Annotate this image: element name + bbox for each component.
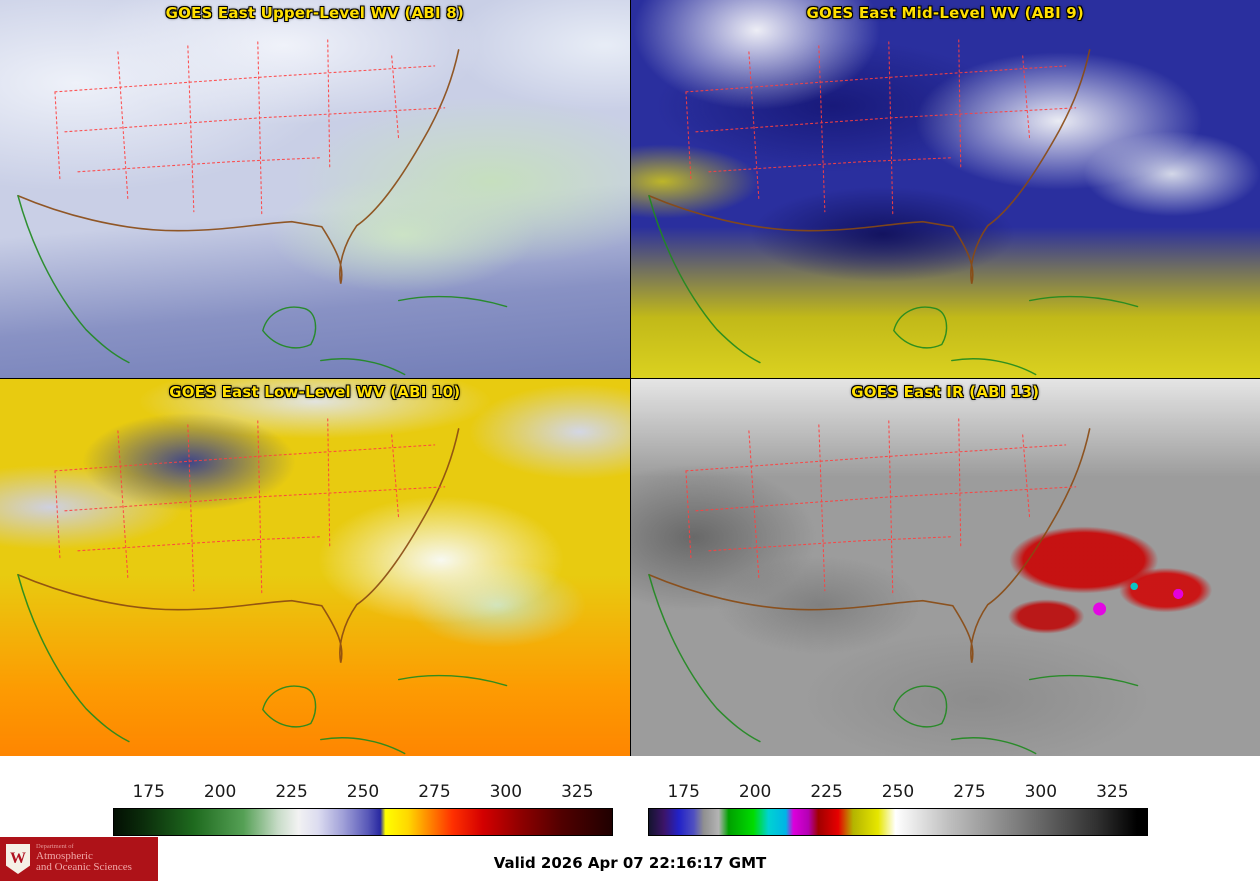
tick-label: 175 bbox=[132, 782, 165, 802]
tick-label: 275 bbox=[953, 782, 986, 802]
panel-mid-level-wv: GOES East Mid-Level WV (ABI 9) bbox=[630, 0, 1260, 378]
tick-label: 200 bbox=[738, 782, 772, 802]
panel-title-mid-level-wv: GOES East Mid-Level WV (ABI 9) bbox=[806, 4, 1084, 22]
uw-crest-icon: W bbox=[6, 844, 30, 874]
tick-label: 250 bbox=[881, 782, 915, 802]
ir-colorbar bbox=[648, 808, 1148, 836]
tick-label: 300 bbox=[489, 782, 523, 802]
map-boundaries-overlay bbox=[631, 379, 1260, 757]
ir-colorbar-ticks: 175 200 225 250 275 300 325 bbox=[648, 782, 1148, 804]
map-boundaries-overlay bbox=[0, 0, 630, 378]
tick-label: 225 bbox=[810, 782, 843, 802]
tick-label: 200 bbox=[203, 782, 237, 802]
panel-upper-level-wv: GOES East Upper-Level WV (ABI 8) bbox=[0, 0, 630, 378]
tick-label: 225 bbox=[275, 782, 308, 802]
crest-letter: W bbox=[10, 850, 26, 867]
panel-title-low-level-wv: GOES East Low-Level WV (ABI 10) bbox=[169, 382, 461, 401]
valid-time-label: Valid 2026 Apr 07 22:16:17 GMT bbox=[493, 854, 767, 872]
tick-label: 325 bbox=[1096, 782, 1129, 802]
uw-aos-logo: W Department of Atmospheric and Oceanic … bbox=[0, 837, 158, 881]
wv-colorbar bbox=[113, 808, 613, 836]
panel-ir: GOES East IR (ABI 13) bbox=[630, 378, 1260, 757]
tick-label: 175 bbox=[667, 782, 700, 802]
tick-label: 325 bbox=[561, 782, 594, 802]
logo-line-atmospheric: Atmospheric bbox=[36, 849, 93, 862]
satellite-panel-grid: GOES East Upper-Level WV (ABI 8) GOES Ea… bbox=[0, 0, 1260, 756]
panel-low-level-wv: GOES East Low-Level WV (ABI 10) bbox=[0, 378, 630, 757]
ir-colorbar-group: 175 200 225 250 275 300 325 bbox=[648, 782, 1148, 836]
wv-colorbar-ticks: 175 200 225 250 275 300 325 bbox=[113, 782, 613, 804]
panel-title-upper-level-wv: GOES East Upper-Level WV (ABI 8) bbox=[165, 4, 464, 22]
tick-label: 275 bbox=[418, 782, 451, 802]
logo-line-department-of: Department of bbox=[36, 843, 74, 851]
wv-colorbar-group: 175 200 225 250 275 300 325 bbox=[113, 782, 613, 836]
footer: 175 200 225 250 275 300 325 175 200 225 … bbox=[0, 756, 1260, 881]
logo-line-oceanic-sciences: and Oceanic Sciences bbox=[36, 861, 132, 874]
map-boundaries-overlay bbox=[0, 379, 630, 757]
panel-title-ir: GOES East IR (ABI 13) bbox=[851, 382, 1040, 401]
tick-label: 250 bbox=[346, 782, 380, 802]
uw-logo-text: Department of Atmospheric and Oceanic Sc… bbox=[36, 843, 132, 874]
map-boundaries-overlay bbox=[631, 0, 1260, 378]
tick-label: 300 bbox=[1024, 782, 1058, 802]
